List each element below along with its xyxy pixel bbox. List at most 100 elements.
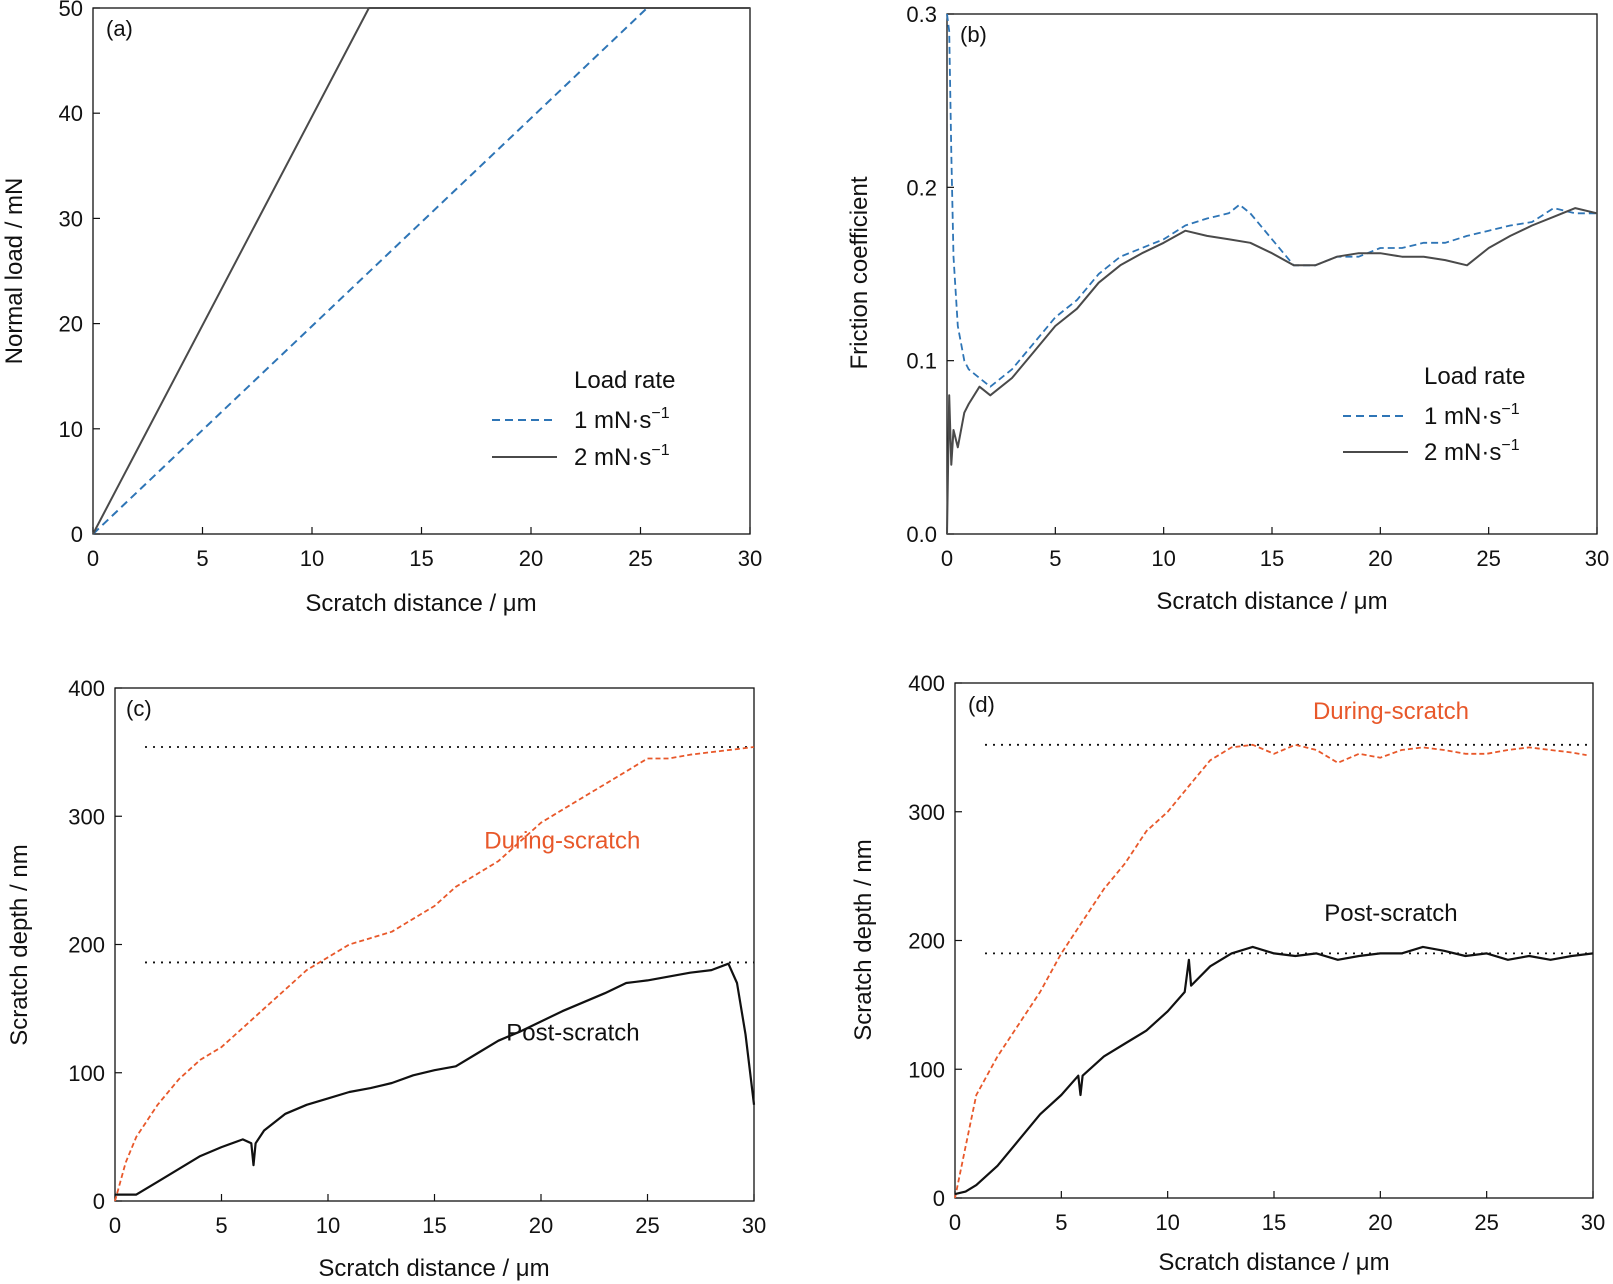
- series-line-b-1: [946, 13, 1597, 388]
- reference-lines-d: [985, 743, 1593, 955]
- x-tick-label-d-6: 30: [1581, 1210, 1605, 1235]
- y-tick-label-b-0: 0.0: [906, 522, 937, 547]
- legend-a: Load rate 1 mN·s−1 2 mN·s−1: [492, 367, 675, 471]
- legend-entry-1-a-text: 1 mN·s: [574, 407, 651, 434]
- y-tick-label-b-3: 0.3: [906, 2, 937, 27]
- series-line-c-2: [115, 962, 756, 1196]
- legend-entry-2-b: 2 mN·s−1: [1424, 437, 1520, 466]
- series-group-d: [954, 743, 1594, 1199]
- legend-entry-1-b: 1 mN·s−1: [1424, 401, 1520, 430]
- annotation-c-1: Post-scratch: [506, 1020, 639, 1047]
- panel-a: 0 5 10 15 20 25 30 0 10 20 30 40 50 (a) Scratch dist…: [1, 0, 762, 617]
- annotation-d-1: Post-scratch: [1324, 900, 1457, 927]
- annotation-d-0: During-scratch: [1313, 698, 1469, 725]
- x-tick-label-d-5: 25: [1474, 1210, 1498, 1235]
- tick-marks-a: [92, 7, 751, 535]
- tick-marks-c: [114, 687, 755, 1202]
- panel-b: 0 5 10 15 20 25 30 0.0 0.1 0.2 0.3 (b) Scratch dis…: [846, 2, 1609, 615]
- y-axis-label-c: Scratch depth / nm: [6, 844, 33, 1045]
- x-tick-label-a-5: 25: [628, 546, 652, 571]
- annotation-c-0: During-scratch: [484, 827, 640, 854]
- y-tick-label-a-4: 40: [59, 101, 83, 126]
- x-tick-label-c-2: 10: [316, 1213, 340, 1238]
- y-tick-label-d-4: 400: [908, 671, 945, 696]
- x-tick-label-c-4: 20: [529, 1213, 553, 1238]
- tick-labels-a: 0 5 10 15 20 25 30 0 10 20 30 40 50: [59, 0, 763, 571]
- y-tick-label-c-2: 200: [68, 933, 105, 958]
- y-tick-label-a-3: 30: [59, 206, 83, 231]
- y-tick-label-a-1: 10: [59, 417, 83, 442]
- x-tick-label-c-1: 5: [215, 1213, 227, 1238]
- y-tick-label-d-1: 100: [908, 1057, 945, 1082]
- legend-entry-2-b-text: 2 mN·s: [1424, 439, 1501, 466]
- y-tick-label-b-2: 0.2: [906, 175, 937, 200]
- y-tick-label-a-2: 20: [59, 312, 83, 337]
- plot-frame-c: [114, 687, 755, 1202]
- legend-b: Load rate 1 mN·s−1 2 mN·s−1: [1343, 363, 1525, 466]
- y-tick-label-d-0: 0: [933, 1186, 945, 1211]
- annotations-d: During-scratch Post-scratch: [1313, 698, 1469, 927]
- x-tick-label-a-6: 30: [738, 546, 762, 571]
- plot-frame-d: [954, 682, 1594, 1199]
- legend-entry-1-a-sup: −1: [651, 405, 669, 422]
- x-tick-label-b-5: 25: [1476, 546, 1500, 571]
- x-tick-label-d-3: 15: [1262, 1210, 1286, 1235]
- x-tick-label-b-2: 10: [1151, 546, 1175, 571]
- x-tick-label-b-6: 30: [1585, 546, 1609, 571]
- x-tick-label-a-1: 5: [196, 546, 208, 571]
- annotations-c: During-scratch Post-scratch: [484, 827, 640, 1046]
- panel-label-c: (c): [126, 696, 152, 721]
- panel-label-d: (d): [968, 692, 995, 717]
- y-tick-label-b-1: 0.1: [906, 349, 937, 374]
- legend-entry-1-a: 1 mN·s−1: [574, 405, 670, 434]
- legend-entry-2-a-text: 2 mN·s: [574, 444, 651, 471]
- legend-entry-2-a: 2 mN·s−1: [574, 442, 670, 471]
- x-tick-label-c-0: 0: [109, 1213, 121, 1238]
- series-group-b: [946, 13, 1598, 535]
- x-axis-label-a: Scratch distance / μm: [305, 590, 536, 617]
- x-tick-label-c-5: 25: [635, 1213, 659, 1238]
- x-tick-label-a-3: 15: [409, 546, 433, 571]
- legend-entry-2-a-sup: −1: [651, 442, 669, 459]
- series-line-a-2: [92, 7, 750, 535]
- legend-entry-1-b-sup: −1: [1501, 401, 1519, 418]
- x-tick-label-c-3: 15: [422, 1213, 446, 1238]
- x-axis-label-d: Scratch distance / μm: [1158, 1249, 1389, 1276]
- reference-lines-c: [145, 746, 754, 964]
- legend-title-a: Load rate: [574, 367, 675, 394]
- series-group-a: [92, 7, 750, 535]
- series-line-d-2: [954, 945, 1594, 1196]
- x-tick-label-a-0: 0: [87, 546, 99, 571]
- x-tick-label-c-6: 30: [742, 1213, 766, 1238]
- y-tick-label-a-5: 50: [59, 0, 83, 21]
- y-tick-label-c-0: 0: [93, 1189, 105, 1214]
- y-tick-label-c-4: 400: [68, 676, 105, 701]
- series-line-b-2: [946, 207, 1598, 535]
- y-tick-label-c-3: 300: [68, 804, 105, 829]
- y-axis-label-b: Friction coefficient: [846, 176, 873, 369]
- x-tick-label-d-2: 10: [1155, 1210, 1179, 1235]
- legend-entry-2-b-sup: −1: [1501, 437, 1519, 454]
- series-line-d-1: [954, 743, 1587, 1199]
- legend-title-b: Load rate: [1424, 363, 1525, 390]
- x-tick-label-d-4: 20: [1368, 1210, 1392, 1235]
- legend-entry-1-b-text: 1 mN·s: [1424, 403, 1501, 430]
- series-group-c: [114, 746, 756, 1202]
- y-tick-label-c-1: 100: [68, 1061, 105, 1086]
- series-line-c-1: [114, 746, 755, 1202]
- tick-marks-b: [946, 13, 1598, 535]
- x-tick-label-b-4: 20: [1368, 546, 1392, 571]
- panel-label-b: (b): [960, 22, 987, 47]
- x-tick-label-a-4: 20: [519, 546, 543, 571]
- y-axis-label-a: Normal load / mN: [1, 178, 28, 365]
- x-tick-label-b-0: 0: [941, 546, 953, 571]
- x-axis-label-b: Scratch distance / μm: [1156, 588, 1387, 615]
- x-tick-label-a-2: 10: [300, 546, 324, 571]
- tick-marks-d: [954, 682, 1594, 1199]
- y-tick-label-a-0: 0: [71, 522, 83, 547]
